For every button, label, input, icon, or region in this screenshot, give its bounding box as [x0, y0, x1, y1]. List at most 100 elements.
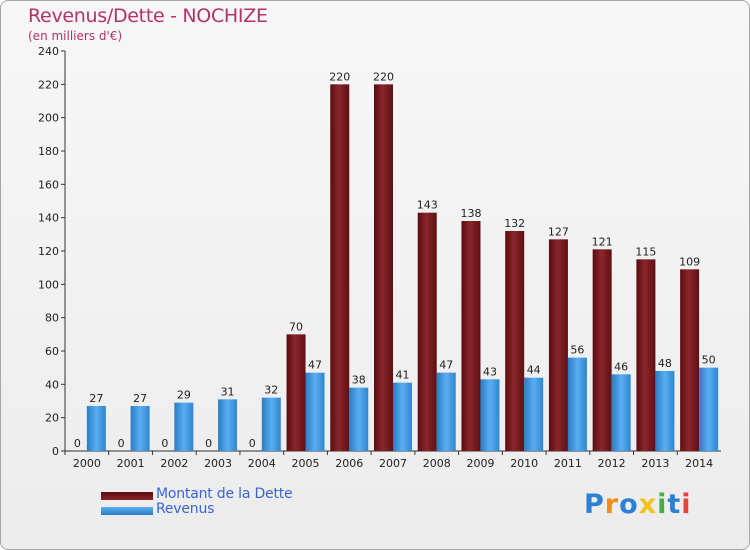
- chart-title: Revenus/Dette - NOCHIZE: [28, 5, 268, 27]
- y-tick-label: 100: [38, 278, 59, 291]
- bar-revenus: [655, 371, 675, 451]
- bar-revenus: [480, 379, 500, 451]
- x-tick-label: 2004: [248, 457, 276, 470]
- value-label-revenus: 31: [221, 385, 235, 398]
- legend-label-revenus: Revenus: [156, 501, 215, 517]
- value-label-revenus: 27: [133, 392, 147, 405]
- value-label-revenus: 48: [658, 357, 672, 370]
- value-label-revenus: 47: [308, 359, 322, 372]
- bar-debt: [461, 221, 481, 451]
- x-tick-label: 2003: [204, 457, 232, 470]
- bar-revenus: [130, 406, 150, 451]
- value-label-debt: 0: [161, 437, 168, 450]
- value-label-revenus: 27: [89, 392, 103, 405]
- value-label-revenus: 50: [702, 354, 716, 367]
- value-label-debt: 143: [417, 199, 438, 212]
- value-label-revenus: 41: [396, 369, 410, 382]
- y-tick-label: 0: [52, 445, 59, 458]
- value-label-debt: 220: [329, 70, 350, 83]
- bar-debt: [417, 212, 437, 451]
- x-tick-label: 2001: [117, 457, 145, 470]
- value-label-revenus: 46: [614, 360, 628, 373]
- value-label-debt: 220: [373, 70, 394, 83]
- bar-revenus: [699, 367, 719, 451]
- value-label-revenus: 32: [264, 384, 278, 397]
- value-label-debt: 70: [289, 320, 303, 333]
- logo-letter: r: [604, 489, 620, 520]
- logo-letter: i: [681, 489, 692, 520]
- bars: [86, 84, 719, 451]
- bar-revenus: [524, 377, 544, 451]
- x-tick-label: 2007: [379, 457, 407, 470]
- x-tick-label: 2010: [510, 457, 538, 470]
- value-label-debt: 0: [205, 437, 212, 450]
- chart-subtitle: (en milliers d'€): [28, 29, 123, 43]
- x-tick-label: 2005: [292, 457, 320, 470]
- value-label-debt: 132: [504, 217, 525, 230]
- bar-debt: [680, 269, 700, 451]
- logo-letter: P: [584, 489, 605, 520]
- proxiti-logo: Proxiti: [584, 489, 692, 520]
- value-labels: 0 27 0 27 0 29 0 31 0 32 70 47 220 38 220 41 143 47 138 43 1…: [74, 70, 716, 450]
- y-tick-label: 80: [45, 312, 59, 325]
- value-label-debt: 138: [460, 207, 481, 220]
- legend-label-debt: Montant de la Dette: [156, 486, 293, 502]
- bar-debt: [592, 249, 612, 451]
- bar-revenus: [611, 374, 631, 451]
- legend-swatch-revenus: [101, 507, 153, 515]
- y-tick-label: 20: [45, 412, 59, 425]
- value-label-revenus: 44: [527, 364, 541, 377]
- x-tick-label: 2006: [335, 457, 363, 470]
- x-tick-label: 2014: [685, 457, 713, 470]
- bar-revenus: [567, 357, 587, 451]
- logo-letter: t: [667, 489, 682, 520]
- bar-revenus: [86, 406, 106, 451]
- y-tick-label: 240: [38, 45, 59, 58]
- y-tick-label: 140: [38, 212, 59, 225]
- value-label-debt: 121: [592, 235, 613, 248]
- logo-letter: o: [619, 489, 639, 520]
- y-tick-label: 120: [38, 245, 59, 258]
- value-label-debt: 0: [74, 437, 81, 450]
- x-tick-label: 2013: [641, 457, 669, 470]
- value-label-debt: 127: [548, 225, 569, 238]
- y-tick-label: 40: [45, 378, 59, 391]
- value-label-debt: 109: [679, 255, 700, 268]
- bar-revenus: [393, 382, 412, 451]
- y-tick-label: 180: [38, 145, 59, 158]
- value-label-revenus: 56: [570, 344, 584, 357]
- x-tick-label: 2008: [423, 457, 451, 470]
- bar-debt: [330, 84, 350, 451]
- value-label-debt: 0: [118, 437, 125, 450]
- x-tick-label: 2000: [73, 457, 101, 470]
- value-label-revenus: 38: [352, 374, 366, 387]
- y-tick-label: 160: [38, 178, 59, 191]
- x-tick-label: 2009: [466, 457, 494, 470]
- bar-revenus: [261, 397, 281, 451]
- bar-revenus: [218, 399, 238, 451]
- bar-revenus: [349, 387, 369, 451]
- value-label-debt: 115: [635, 245, 656, 258]
- y-tick-label: 200: [38, 112, 59, 125]
- bar-debt: [548, 239, 568, 451]
- logo-letter: i: [657, 489, 668, 520]
- x-tick-label: 2012: [598, 457, 626, 470]
- bar-revenus: [436, 372, 456, 451]
- logo-letter: x: [638, 489, 658, 520]
- y-tick-label: 220: [38, 78, 59, 91]
- value-label-revenus: 29: [177, 389, 191, 402]
- bar-debt: [505, 231, 525, 451]
- value-label-revenus: 43: [483, 365, 497, 378]
- bar-debt: [636, 259, 656, 451]
- bar-debt: [374, 84, 393, 451]
- value-label-revenus: 47: [439, 359, 453, 372]
- x-tick-label: 2002: [160, 457, 188, 470]
- bar-revenus: [174, 402, 194, 451]
- bar-revenus: [305, 372, 325, 451]
- bar-debt: [286, 334, 306, 451]
- legend-swatch-debt: [101, 492, 153, 500]
- x-tick-label: 2011: [554, 457, 582, 470]
- value-label-debt: 0: [249, 437, 256, 450]
